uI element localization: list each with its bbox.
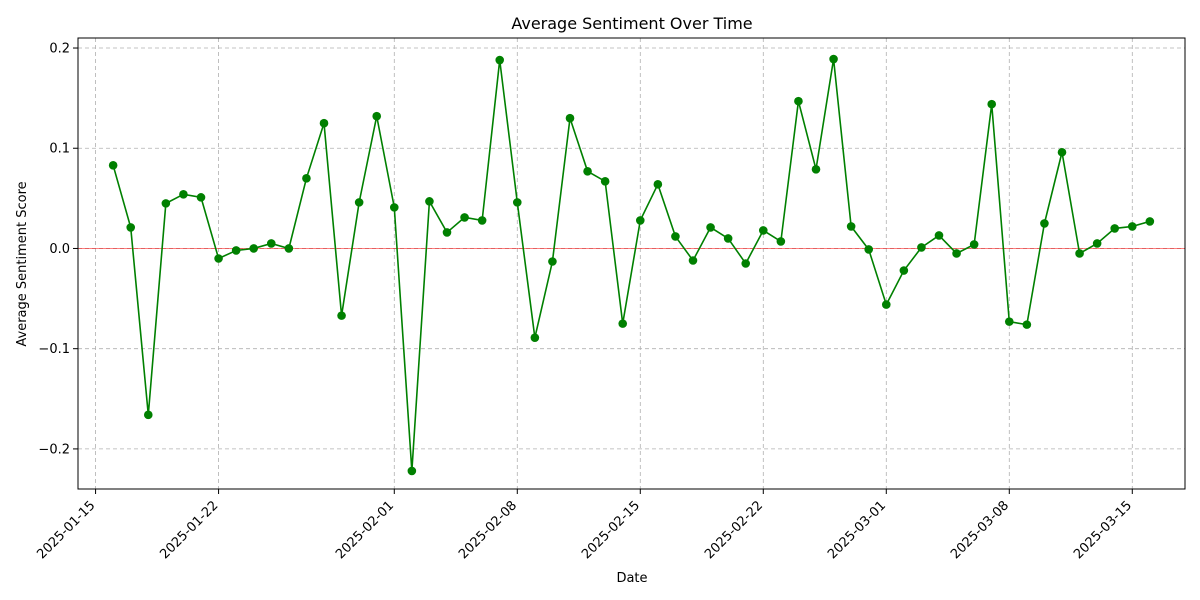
data-point — [1022, 320, 1032, 329]
data-point — [1145, 217, 1155, 226]
data-point — [653, 180, 663, 189]
data-point — [126, 223, 136, 232]
data-point — [495, 55, 505, 65]
y-axis-ticks: −0.2 −0.1 0.0 0.1 0.2 — [38, 42, 78, 457]
data-point — [214, 254, 223, 263]
data-point — [969, 240, 979, 249]
data-point — [1040, 219, 1049, 228]
data-point — [512, 198, 522, 207]
data-point — [600, 177, 610, 186]
y-tick-label: −0.2 — [38, 442, 70, 457]
data-point — [389, 203, 399, 212]
data-point — [829, 54, 838, 64]
y-tick-label: 0.0 — [49, 242, 70, 257]
x-axis-label: Date — [616, 571, 647, 586]
data-point — [143, 410, 153, 420]
data-point — [231, 246, 241, 255]
data-point — [758, 226, 768, 235]
data-point — [635, 216, 645, 225]
data-point — [741, 259, 751, 268]
data-point — [1127, 222, 1137, 231]
data-point — [776, 237, 786, 246]
grid-layer — [78, 38, 1185, 489]
data-point — [1092, 239, 1102, 248]
data-point — [864, 245, 874, 254]
data-point — [565, 113, 575, 123]
data-point — [302, 174, 311, 183]
data-point — [899, 266, 909, 275]
data-point — [442, 228, 452, 237]
data-point — [161, 199, 171, 208]
data-point — [548, 257, 557, 266]
data-point — [723, 234, 733, 243]
series-layer — [108, 54, 1155, 476]
y-tick-label: 0.2 — [49, 42, 70, 57]
data-point — [618, 319, 628, 328]
data-point — [794, 96, 803, 106]
data-point — [917, 243, 926, 252]
data-point — [952, 249, 961, 258]
data-point — [530, 333, 540, 342]
data-point — [460, 213, 469, 222]
data-point — [179, 190, 188, 199]
data-point — [846, 222, 856, 231]
data-point — [319, 118, 329, 128]
data-point — [583, 166, 592, 176]
data-point — [811, 164, 821, 174]
data-point — [934, 231, 944, 240]
data-point — [671, 232, 680, 241]
data-point — [372, 111, 382, 121]
y-tick-label: −0.1 — [38, 342, 70, 357]
data-point — [196, 193, 206, 202]
data-point — [249, 244, 259, 253]
data-point — [266, 239, 276, 248]
data-point — [1075, 249, 1084, 258]
data-point — [881, 300, 891, 309]
data-point — [1057, 147, 1067, 157]
data-point — [284, 244, 294, 253]
data-point — [1004, 317, 1014, 326]
data-point — [987, 99, 997, 109]
data-point — [407, 466, 417, 476]
data-point — [477, 216, 487, 225]
data-point — [354, 198, 364, 207]
data-point — [688, 256, 698, 265]
data-point — [425, 197, 434, 206]
data-point — [337, 311, 346, 320]
plot-frame — [77, 37, 1186, 490]
data-point — [706, 223, 715, 232]
data-point — [1110, 224, 1120, 233]
y-axis-label: Average Sentiment Score — [15, 181, 30, 346]
chart-title: Average Sentiment Over Time — [511, 14, 752, 33]
y-tick-label: 0.1 — [49, 142, 70, 157]
data-point — [108, 160, 118, 170]
